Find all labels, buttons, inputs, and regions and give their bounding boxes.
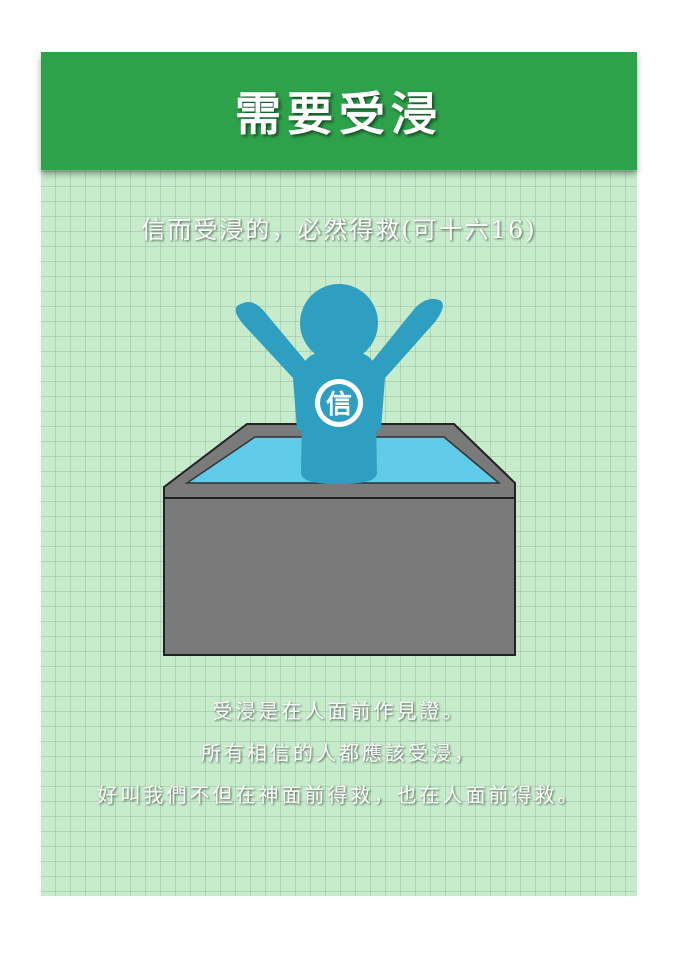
body-line-2: 所有相信的人都應該受浸， (41, 732, 637, 774)
body-text: 受浸是在人面前作見證。 所有相信的人都應該受浸， 好叫我們不但在神面前得救，也在… (41, 690, 637, 816)
head (300, 284, 378, 362)
tank-front (164, 498, 515, 655)
body-line-3: 好叫我們不但在神面前得救，也在人面前得救。 (41, 774, 637, 816)
body-line-1: 受浸是在人面前作見證。 (41, 690, 637, 732)
poster-card: 需要受浸 信而受浸的，必然得救(可十六16) 信 受浸是在人面前作見證。 所有相… (41, 52, 637, 896)
chest-label: 信 (326, 390, 352, 420)
